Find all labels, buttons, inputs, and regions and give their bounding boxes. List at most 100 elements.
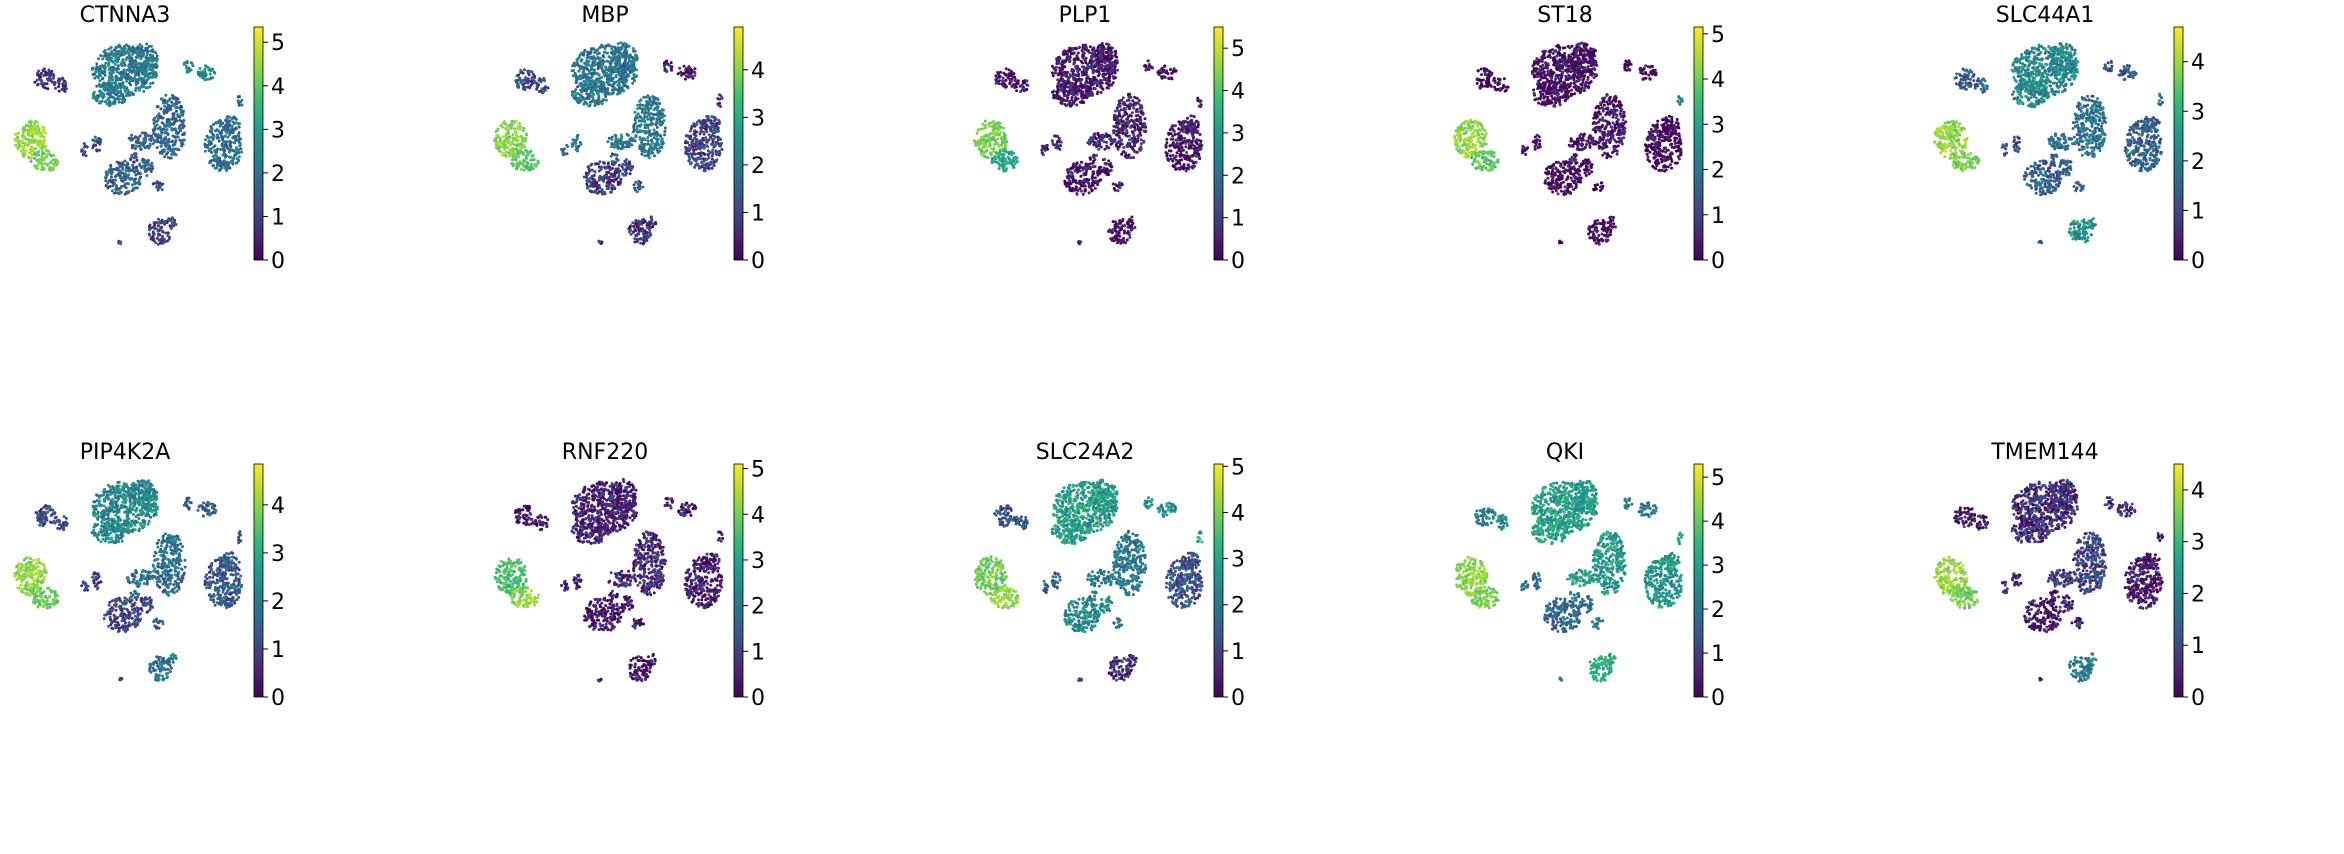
cell-point	[117, 95, 120, 98]
cell-point	[93, 73, 96, 76]
cell-point	[146, 61, 149, 64]
cell-point	[47, 163, 50, 166]
cell-point	[61, 77, 64, 80]
cell-point	[31, 147, 34, 150]
cell-point	[204, 74, 207, 77]
cell-point	[170, 101, 173, 104]
cell-point	[131, 50, 134, 53]
cell-point	[131, 53, 134, 56]
cell-point	[158, 112, 161, 115]
cell-point	[107, 64, 110, 67]
cell-point	[27, 143, 30, 146]
cell-point	[139, 134, 142, 137]
cell-point	[22, 150, 25, 153]
cell-point	[162, 110, 165, 113]
cell-point	[117, 58, 120, 61]
cell-point	[144, 139, 147, 142]
cell-point	[108, 81, 111, 84]
cell-point	[160, 132, 163, 135]
cell-point	[126, 94, 129, 97]
cell-point	[175, 100, 178, 103]
cell-point	[17, 132, 20, 135]
cell-point	[110, 71, 113, 74]
cell-point	[102, 72, 105, 75]
cell-point	[20, 140, 23, 143]
cell-point	[179, 105, 182, 108]
cell-point	[164, 132, 167, 135]
cell-point	[149, 82, 152, 85]
cell-point	[151, 48, 154, 51]
cell-point	[166, 142, 169, 145]
cell-point	[149, 143, 152, 146]
cell-point	[44, 146, 47, 149]
cell-point	[42, 136, 45, 139]
cell-point	[190, 61, 193, 64]
umap-figure: CTNNA3012345MBP01234PLP1012345ST18012345…	[0, 0, 2344, 854]
cell-point	[17, 146, 20, 149]
cell-point	[58, 90, 61, 93]
cell-point	[160, 107, 163, 110]
cell-point	[109, 69, 112, 72]
cell-point	[135, 141, 138, 144]
cell-point	[117, 51, 120, 54]
cell-point	[46, 87, 49, 90]
cell-point	[143, 82, 146, 85]
cell-point	[180, 142, 183, 145]
cell-point	[129, 76, 132, 79]
cell-point	[99, 67, 102, 70]
cell-point	[14, 133, 17, 136]
cell-point	[168, 98, 171, 101]
cell-point	[165, 153, 168, 156]
cell-point	[153, 65, 156, 68]
cell-point	[131, 144, 134, 147]
cell-point	[127, 52, 130, 55]
cell-point	[37, 150, 40, 153]
cell-point	[32, 125, 35, 128]
panel-title: CTNNA3	[80, 3, 171, 28]
cell-point	[136, 47, 139, 50]
cell-point	[130, 66, 133, 69]
cell-point	[126, 56, 129, 59]
cell-point	[171, 140, 174, 143]
umap-embedding	[13, 43, 243, 246]
cell-point	[115, 46, 118, 49]
cell-point	[142, 132, 145, 135]
cell-point	[54, 82, 57, 85]
cell-point	[201, 77, 204, 80]
cell-point	[126, 77, 129, 80]
cell-point	[34, 147, 37, 150]
cell-point	[156, 146, 159, 149]
cell-point	[122, 100, 125, 103]
cell-point	[92, 92, 95, 95]
cell-point	[138, 89, 141, 92]
cell-point	[128, 69, 131, 72]
cell-point	[153, 139, 156, 142]
cell-point	[119, 89, 122, 92]
cell-point	[178, 101, 181, 104]
cell-point	[38, 127, 41, 130]
cell-point	[177, 135, 180, 138]
cell-point	[118, 101, 121, 104]
cell-point	[240, 104, 243, 107]
cell-point	[111, 82, 114, 85]
cell-point	[44, 86, 47, 89]
cell-point	[124, 64, 127, 67]
cell-point	[171, 115, 174, 118]
cell-point	[28, 121, 31, 124]
cell-point	[38, 133, 41, 136]
cell-point	[29, 134, 32, 137]
cell-point	[166, 118, 169, 121]
cell-point	[95, 62, 98, 65]
cell-point	[98, 83, 101, 86]
cell-point	[171, 123, 174, 126]
cell-point	[237, 95, 240, 98]
cluster-b	[91, 43, 159, 108]
cell-point	[36, 167, 39, 170]
cell-point	[36, 125, 39, 128]
cell-point	[137, 81, 140, 84]
cell-point	[54, 87, 57, 90]
cell-point	[129, 139, 132, 142]
panels-container: CTNNA3012345MBP01234PLP1012345ST18012345…	[13, 3, 2205, 711]
cell-point	[135, 70, 138, 73]
cell-point	[40, 147, 43, 150]
